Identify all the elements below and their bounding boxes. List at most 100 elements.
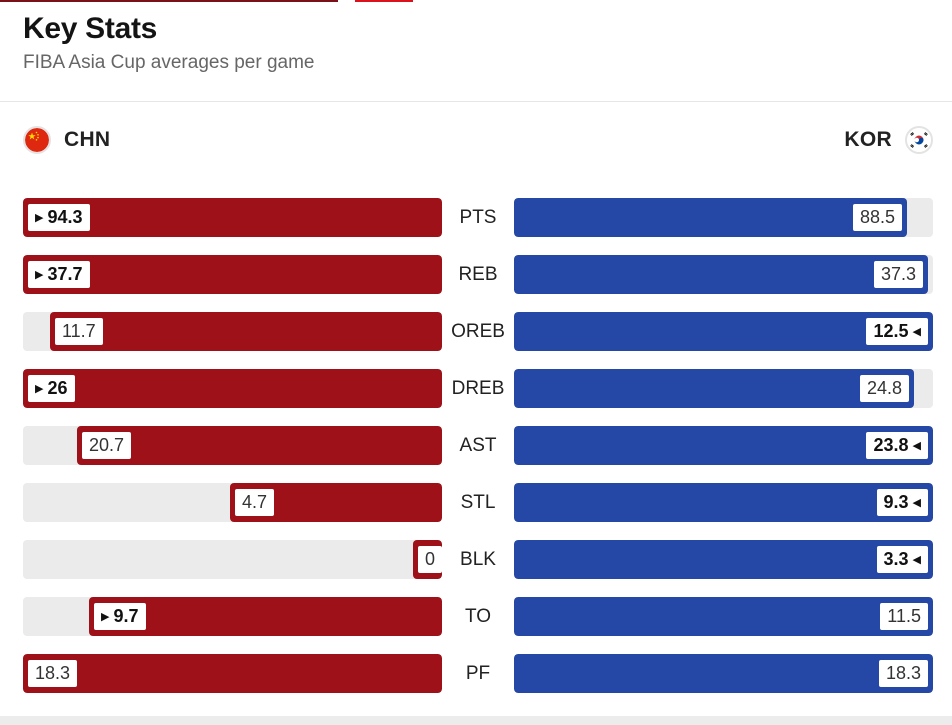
kor-bar-track: 23.8 ◀ bbox=[514, 426, 933, 465]
chn-value: 94.3 bbox=[47, 207, 83, 227]
chn-bar: 11.7 bbox=[50, 312, 442, 351]
kor-bar-track: 9.3 ◀ bbox=[514, 483, 933, 522]
stat-label: OREB bbox=[451, 320, 505, 342]
stat-row: 0 BLK 3.3 ◀ bbox=[0, 540, 952, 597]
stat-row: 18.3 PF 18.3 bbox=[0, 654, 952, 711]
header-divider bbox=[0, 101, 952, 102]
chn-bar-track: ▶ 94.3 bbox=[23, 198, 442, 237]
kor-bar: 23.8 ◀ bbox=[514, 426, 933, 465]
chn-value: 20.7 bbox=[89, 435, 125, 455]
kor-bar-track: 11.5 bbox=[514, 597, 933, 636]
kor-value-pill: 88.5 bbox=[850, 202, 904, 233]
chn-bar: ▶ 9.7 bbox=[89, 597, 442, 636]
chn-value: 37.7 bbox=[47, 264, 83, 284]
leader-arrow-right-icon: ▶ bbox=[35, 269, 44, 281]
kor-bar: 11.5 bbox=[514, 597, 933, 636]
stat-row: 11.7 OREB 12.5 ◀ bbox=[0, 312, 952, 369]
kor-bar: 3.3 ◀ bbox=[514, 540, 933, 579]
stat-label: AST bbox=[459, 434, 497, 456]
chn-bar-track: 20.7 bbox=[23, 426, 442, 465]
kor-value-pill: 3.3 ◀ bbox=[874, 544, 930, 575]
kor-bar: 88.5 bbox=[514, 198, 907, 237]
stat-row: ▶ 9.7 TO 11.5 bbox=[0, 597, 952, 654]
stat-row: 4.7 STL 9.3 ◀ bbox=[0, 483, 952, 540]
leader-arrow-left-icon: ◀ bbox=[912, 440, 921, 452]
team-right-abbr: KOR bbox=[844, 128, 892, 151]
stat-row: ▶ 94.3 PTS 88.5 bbox=[0, 198, 952, 255]
chn-bar: ▶ 94.3 bbox=[23, 198, 442, 237]
leader-arrow-left-icon: ◀ bbox=[912, 497, 921, 509]
kor-bar: 24.8 bbox=[514, 369, 914, 408]
kor-value: 18.3 bbox=[885, 663, 921, 683]
stat-label: STL bbox=[460, 491, 496, 513]
stat-label: DREB bbox=[451, 377, 505, 399]
chn-bar: ▶ 37.7 bbox=[23, 255, 442, 294]
chn-value: 9.7 bbox=[113, 606, 139, 626]
chn-value-pill: ▶ 37.7 bbox=[26, 259, 92, 290]
stat-label: BLK bbox=[460, 548, 496, 570]
kor-value-pill: 18.3 bbox=[876, 658, 930, 689]
kor-value: 9.3 bbox=[883, 492, 909, 512]
stat-label: PTS bbox=[459, 206, 497, 228]
kor-bar-track: 3.3 ◀ bbox=[514, 540, 933, 579]
chn-value-pill: ▶ 9.7 bbox=[92, 601, 148, 632]
chn-value: 11.7 bbox=[62, 321, 96, 341]
chn-bar-track: 0 bbox=[23, 540, 442, 579]
chn-bar-track: ▶ 37.7 bbox=[23, 255, 442, 294]
kor-bar: 37.3 bbox=[514, 255, 928, 294]
kor-value: 23.8 bbox=[873, 435, 909, 455]
kor-value: 11.5 bbox=[887, 606, 921, 626]
chn-bar-track: 18.3 bbox=[23, 654, 442, 693]
chn-value: 26 bbox=[47, 378, 68, 398]
chn-bar: ▶ 26 bbox=[23, 369, 442, 408]
kor-value: 37.3 bbox=[880, 264, 916, 284]
kor-value: 12.5 bbox=[873, 321, 909, 341]
team-left-abbr: CHN bbox=[64, 128, 111, 151]
bottom-strip bbox=[0, 716, 952, 725]
top-accent-bar bbox=[0, 0, 952, 2]
chn-bar-track: ▶ 26 bbox=[23, 369, 442, 408]
page-title: Key Stats bbox=[23, 12, 158, 45]
stat-row: ▶ 26 DREB 24.8 bbox=[0, 369, 952, 426]
chn-value: 0 bbox=[425, 549, 436, 569]
south-korea-flag-icon bbox=[905, 126, 933, 154]
chn-value-pill: ▶ 94.3 bbox=[26, 202, 92, 233]
team-right: KOR bbox=[844, 124, 933, 156]
kor-value: 24.8 bbox=[866, 378, 902, 398]
chn-value-pill: 4.7 bbox=[233, 487, 277, 518]
leader-arrow-right-icon: ▶ bbox=[101, 611, 110, 623]
kor-value: 88.5 bbox=[859, 207, 895, 227]
stat-label: TO bbox=[464, 605, 492, 627]
chn-value-pill: 0 bbox=[416, 544, 442, 575]
stats-rows: ▶ 94.3 PTS 88.5 ▶ 37.7 REB 37.3 11.7 OREB 12.5 ◀ ▶ 26… bbox=[0, 198, 952, 711]
kor-bar-track: 37.3 bbox=[514, 255, 933, 294]
chn-value-pill: 18.3 bbox=[26, 658, 80, 689]
kor-value-pill: 24.8 bbox=[857, 373, 911, 404]
kor-bar: 18.3 bbox=[514, 654, 933, 693]
chn-bar: 0 bbox=[413, 540, 442, 579]
chn-value: 4.7 bbox=[242, 492, 268, 512]
leader-arrow-left-icon: ◀ bbox=[912, 554, 921, 566]
page-subtitle: FIBA Asia Cup averages per game bbox=[23, 52, 315, 73]
kor-bar-track: 12.5 ◀ bbox=[514, 312, 933, 351]
kor-bar-track: 18.3 bbox=[514, 654, 933, 693]
kor-value-pill: 37.3 bbox=[871, 259, 925, 290]
kor-value: 3.3 bbox=[883, 549, 909, 569]
kor-value-pill: 12.5 ◀ bbox=[864, 316, 930, 347]
kor-value-pill: 23.8 ◀ bbox=[864, 430, 930, 461]
stat-row: ▶ 37.7 REB 37.3 bbox=[0, 255, 952, 312]
kor-bar: 12.5 ◀ bbox=[514, 312, 933, 351]
leader-arrow-right-icon: ▶ bbox=[35, 212, 44, 224]
leader-arrow-left-icon: ◀ bbox=[912, 326, 921, 338]
kor-bar-track: 24.8 bbox=[514, 369, 933, 408]
chn-value-pill: ▶ 26 bbox=[26, 373, 77, 404]
stat-label: PF bbox=[465, 662, 491, 684]
chn-value-pill: 20.7 bbox=[80, 430, 134, 461]
chn-value: 18.3 bbox=[35, 663, 71, 683]
leader-arrow-right-icon: ▶ bbox=[35, 383, 44, 395]
kor-value-pill: 11.5 bbox=[878, 601, 930, 632]
chn-bar-track: 11.7 bbox=[23, 312, 442, 351]
chn-bar: 18.3 bbox=[23, 654, 442, 693]
kor-bar: 9.3 ◀ bbox=[514, 483, 933, 522]
